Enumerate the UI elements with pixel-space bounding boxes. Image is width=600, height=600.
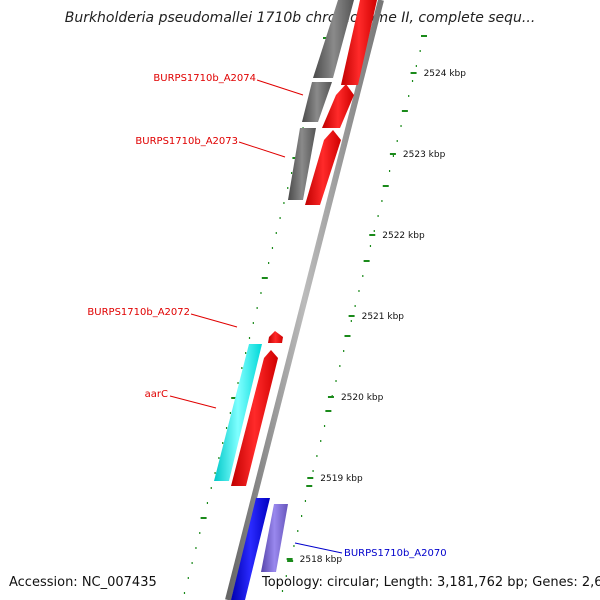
cds-bar-aarc-reverse[interactable] [214, 344, 262, 481]
accession-text: Accession: NC_007435 [9, 575, 157, 590]
tick-label-2520: 2520 kbp [341, 393, 384, 403]
gene-bar-a2073[interactable] [288, 128, 316, 200]
leader-line-aarc [169, 395, 217, 409]
gene-label-a2072[interactable]: BURPS1710b_A2072 [87, 307, 190, 318]
tick-label-2519: 2519 kbp [320, 474, 363, 484]
topology-text: Topology: circular; Length: 3,181,762 bp… [262, 575, 600, 590]
leader-line-a2073 [238, 141, 286, 158]
map-title: Burkholderia pseudomallei 1710b chromoso… [64, 10, 536, 26]
gene-bar-a2074-lower[interactable] [302, 82, 332, 122]
gene-label-a2070[interactable]: BURPS1710b_A2070 [344, 548, 447, 559]
tick-label-2524: 2524 kbp [424, 69, 467, 79]
gene-labels: BURPS1710b_A2074 BURPS1710b_A2073 BURPS1… [87, 73, 446, 559]
cds-bar-a2072[interactable] [268, 331, 283, 343]
cds-bar-a2074[interactable] [322, 84, 354, 128]
chromosome-backbone [225, 0, 384, 600]
tick-label-2518: 2518 kbp [300, 555, 343, 565]
cds-bar-aarc[interactable] [231, 350, 278, 486]
cds-bar-a2073[interactable] [305, 130, 341, 205]
tick-label-2523: 2523 kbp [403, 150, 446, 160]
inner-tick-ring [281, 35, 427, 592]
gene-bar-a2074[interactable] [313, 0, 354, 78]
tick-label-2521: 2521 kbp [362, 312, 405, 322]
leader-line-a2072 [190, 313, 238, 328]
gene-bar-a2070-blue[interactable] [231, 498, 270, 600]
tick-label-group: 2524 kbp 2523 kbp 2522 kbp 2521 kbp 2520 kbp… [286, 69, 467, 565]
gene-label-a2074[interactable]: BURPS1710b_A2074 [153, 73, 256, 84]
gene-label-a2073[interactable]: BURPS1710b_A2073 [135, 136, 238, 147]
leader-line-a2070 [294, 542, 343, 554]
tick-label-2522: 2522 kbp [382, 231, 425, 241]
gene-label-aarc[interactable]: aarC [145, 389, 168, 400]
feature-track [214, 0, 377, 600]
cds-bar-a2070[interactable] [261, 504, 288, 572]
cds-bar-a2074-upper[interactable] [341, 0, 377, 85]
leader-line-a2074 [256, 79, 304, 96]
